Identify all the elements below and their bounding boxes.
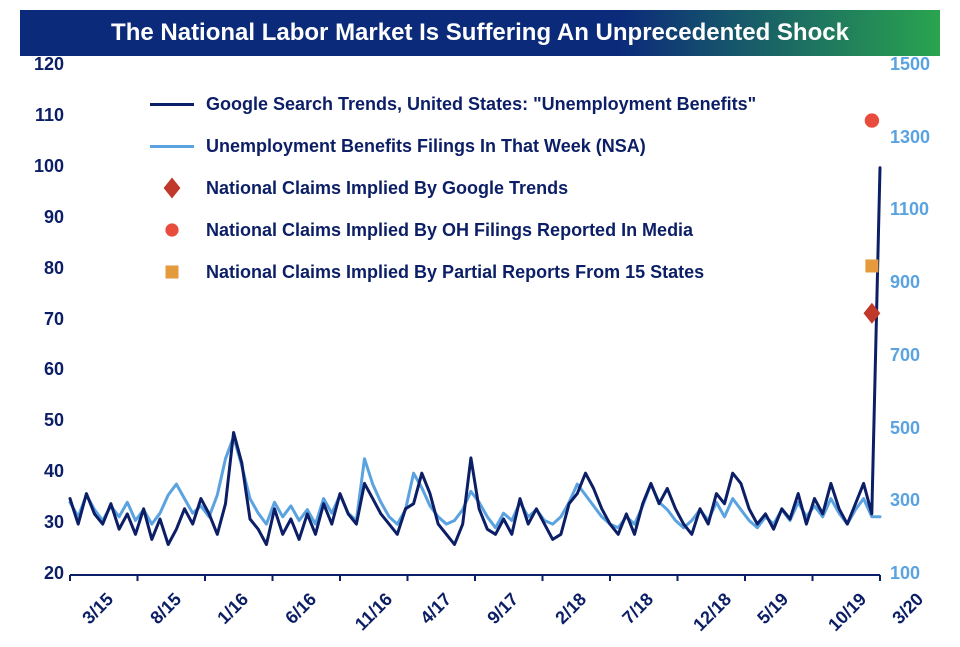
x-axis-tick: 8/15 [146, 589, 186, 629]
x-axis-tick: 1/16 [213, 589, 253, 629]
left-axis-tick: 60 [20, 359, 64, 380]
legend-label: National Claims Implied By Partial Repor… [206, 262, 704, 283]
legend-item: Unemployment Benefits Filings In That We… [150, 132, 756, 160]
legend-swatch [150, 132, 194, 160]
left-axis-tick: 110 [20, 105, 64, 126]
x-axis-tick: 5/19 [753, 589, 793, 629]
left-axis-tick: 100 [20, 156, 64, 177]
x-axis-tick: 3/15 [78, 589, 118, 629]
legend-label: National Claims Implied By Google Trends [206, 178, 568, 199]
x-axis-tick: 7/18 [618, 589, 658, 629]
chart-title: The National Labor Market Is Suffering A… [20, 10, 940, 56]
right-axis-tick: 700 [890, 345, 920, 366]
x-axis-tick: 11/16 [351, 589, 397, 635]
x-axis-tick: 6/16 [281, 589, 321, 629]
left-axis-tick: 80 [20, 258, 64, 279]
left-axis-tick: 50 [20, 410, 64, 431]
x-axis-tick: 10/19 [824, 589, 871, 636]
legend-swatch [150, 258, 194, 286]
left-axis-tick: 30 [20, 512, 64, 533]
legend-item: National Claims Implied By Partial Repor… [150, 258, 756, 286]
legend-item: Google Search Trends, United States: "Un… [150, 90, 756, 118]
right-axis-tick: 900 [890, 272, 920, 293]
right-axis-tick: 1300 [890, 127, 930, 148]
legend: Google Search Trends, United States: "Un… [150, 90, 756, 300]
legend-label: Unemployment Benefits Filings In That We… [206, 136, 646, 157]
left-axis-tick: 90 [20, 207, 64, 228]
left-axis-tick: 70 [20, 309, 64, 330]
legend-item: National Claims Implied By Google Trends [150, 174, 756, 202]
left-axis-tick: 20 [20, 563, 64, 584]
left-axis-tick: 40 [20, 461, 64, 482]
legend-swatch [150, 90, 194, 118]
x-axis-tick: 2/18 [551, 589, 591, 629]
legend-label: National Claims Implied By OH Filings Re… [206, 220, 693, 241]
left-axis-tick: 120 [20, 54, 64, 75]
right-axis-tick: 100 [890, 563, 920, 584]
x-axis-tick: 3/20 [888, 589, 928, 629]
legend-label: Google Search Trends, United States: "Un… [206, 94, 756, 115]
right-axis-tick: 500 [890, 418, 920, 439]
x-axis-tick: 12/18 [689, 589, 736, 636]
legend-swatch [150, 174, 194, 202]
right-axis-tick: 300 [890, 490, 920, 511]
x-axis-tick: 9/17 [483, 589, 523, 629]
right-axis-tick: 1100 [890, 199, 929, 220]
x-axis-tick: 4/17 [416, 589, 456, 629]
chart-container: The National Labor Market Is Suffering A… [0, 0, 960, 647]
legend-item: National Claims Implied By OH Filings Re… [150, 216, 756, 244]
right-axis-tick: 1500 [890, 54, 930, 75]
legend-swatch [150, 216, 194, 244]
